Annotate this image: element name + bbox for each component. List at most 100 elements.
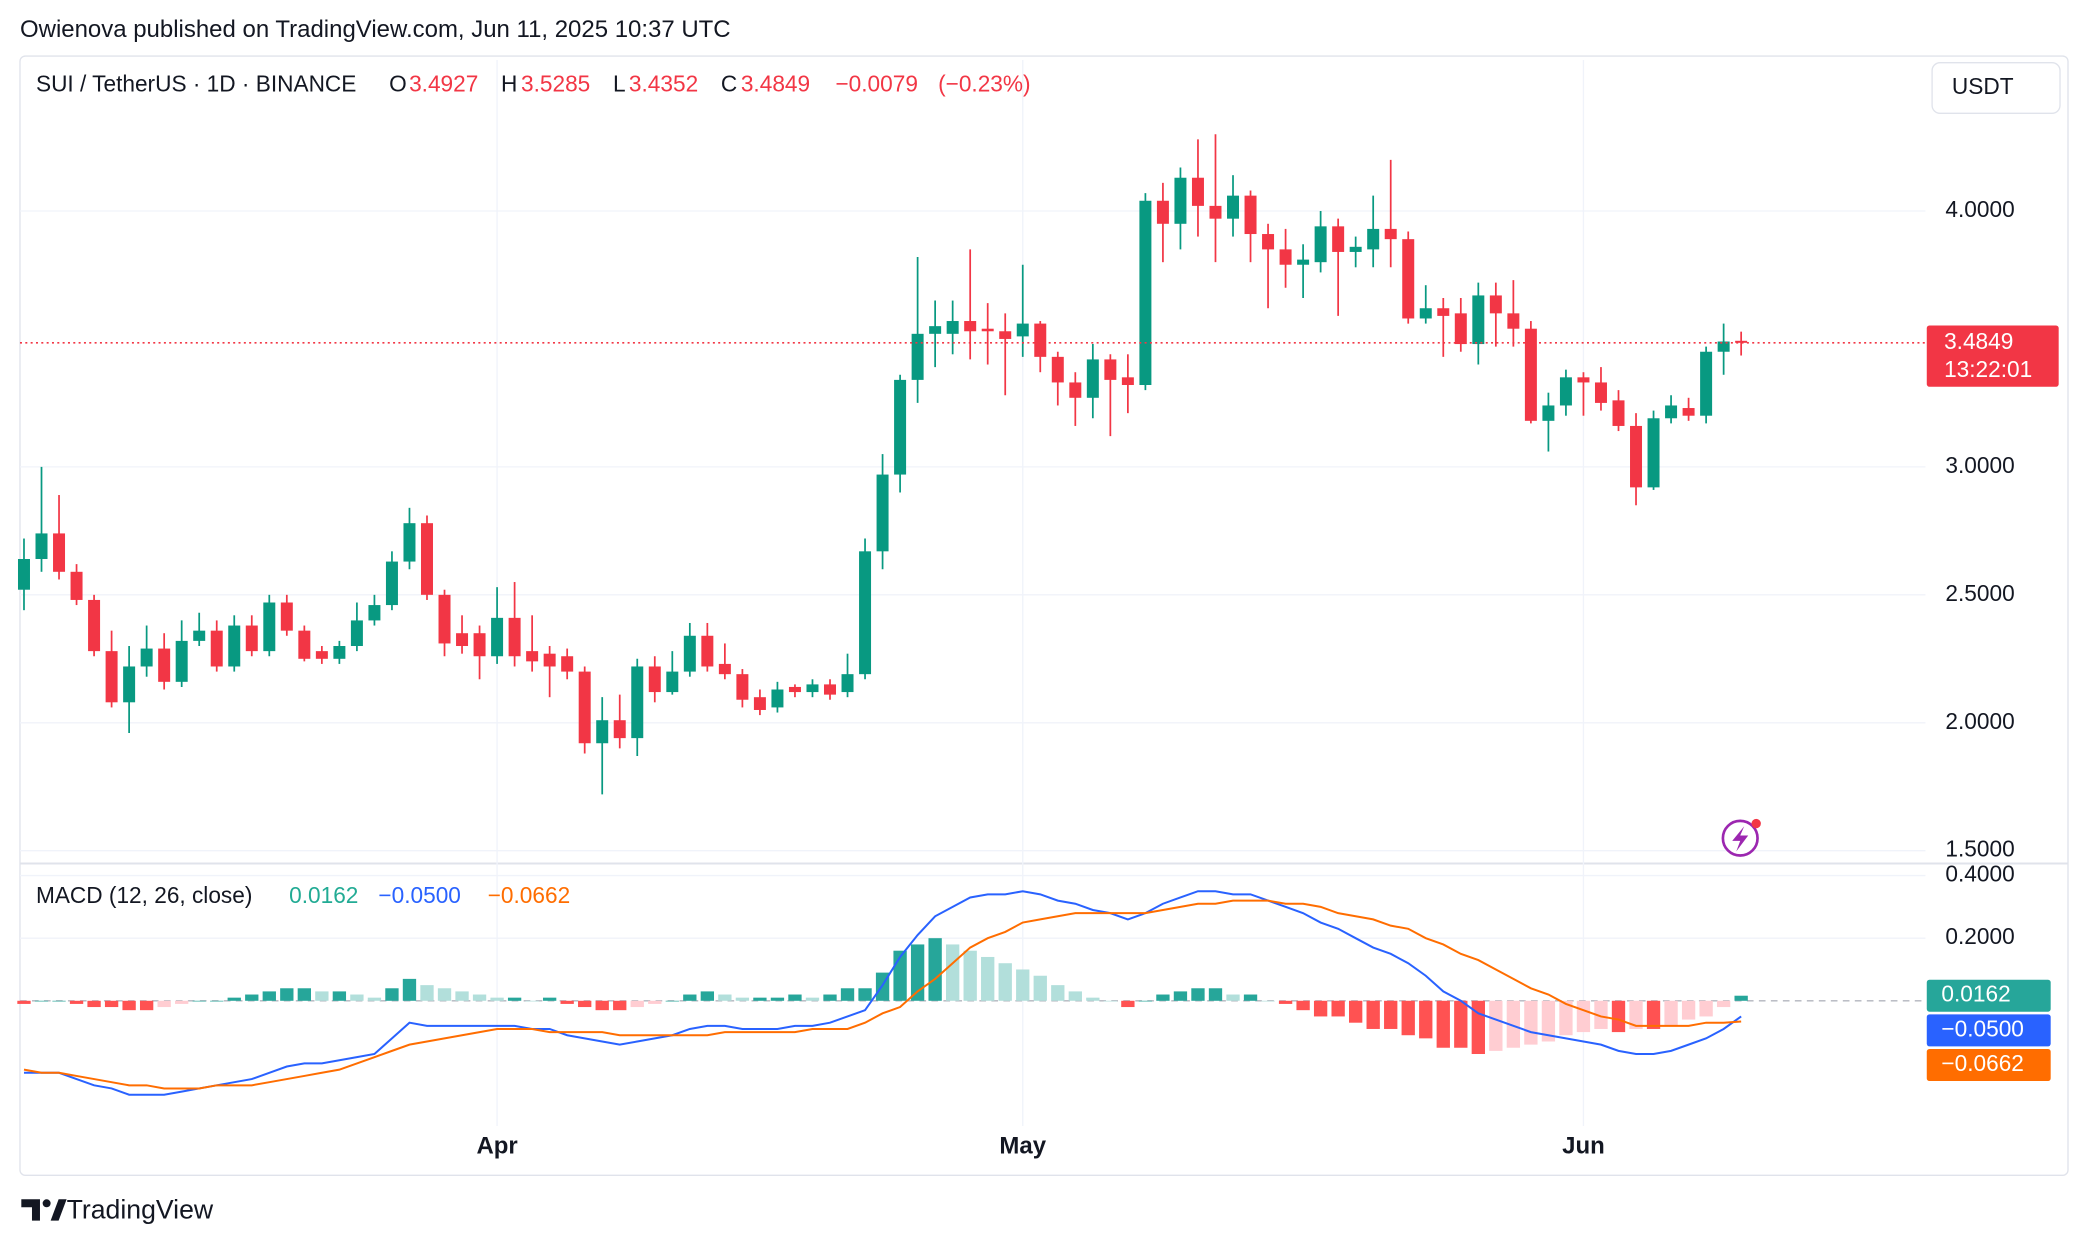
- histogram-bar: [1594, 1000, 1608, 1029]
- histogram-bar: [963, 950, 977, 1001]
- histogram-bar: [227, 997, 241, 1001]
- candle-body: [1156, 200, 1169, 224]
- histogram-bar: [823, 994, 837, 1001]
- histogram-bar: [1068, 991, 1082, 1001]
- candle-body: [788, 686, 801, 693]
- candle-body: [1191, 177, 1204, 206]
- histogram-bar: [87, 1000, 101, 1008]
- candle-body: [718, 663, 731, 675]
- candle-body: [1454, 313, 1467, 345]
- histogram-bar: [1349, 1000, 1363, 1023]
- chart-frame: [19, 55, 2069, 1176]
- marks-layer: [17, 134, 1748, 1096]
- brand-name: TradingView: [67, 1194, 214, 1224]
- candle-body: [1349, 246, 1362, 252]
- histogram-bar: [1576, 1000, 1591, 1033]
- brand-logo: [21, 1199, 67, 1221]
- x-tick-label: May: [999, 1133, 1046, 1160]
- histogram-bar: [104, 1000, 119, 1008]
- histogram-bar: [788, 994, 802, 1001]
- candle-body: [438, 594, 451, 644]
- candle-body: [929, 326, 942, 334]
- histogram-bar: [1016, 969, 1030, 1001]
- candle-body: [964, 321, 977, 332]
- candle-body: [543, 653, 556, 667]
- candle-body: [1384, 228, 1397, 240]
- histogram-bar: [420, 985, 434, 1001]
- logo-shape: [21, 1199, 40, 1221]
- histogram-bar: [1366, 1000, 1380, 1029]
- histogram-bar: [910, 944, 925, 1001]
- histogram-bar: [1559, 1000, 1573, 1036]
- histogram-bar: [840, 988, 855, 1001]
- currency-button[interactable]: [1931, 62, 2061, 114]
- histogram-bar: [1278, 1000, 1293, 1004]
- histogram-bar: [1226, 994, 1240, 1001]
- candle-body: [736, 674, 749, 700]
- histogram-bar: [770, 997, 785, 1001]
- histogram-bar: [367, 997, 382, 1001]
- candle-body: [578, 671, 591, 744]
- histogram-bar: [1734, 995, 1748, 1001]
- alert-icon[interactable]: [1721, 818, 1761, 857]
- ohlc-letter: O: [389, 70, 407, 96]
- candle-body: [368, 605, 381, 621]
- alert-icon-bolt[interactable]: [1732, 826, 1749, 852]
- candle-body: [35, 533, 48, 560]
- candle-body: [193, 630, 206, 641]
- candle-body: [1402, 239, 1415, 319]
- low-value: 3.4352: [629, 70, 698, 96]
- histogram-bar: [1138, 1000, 1153, 1002]
- candle-body: [1314, 226, 1327, 263]
- candle-body: [280, 602, 293, 631]
- candle-body: [1700, 351, 1713, 416]
- candle-body: [753, 697, 766, 710]
- candle-body: [824, 684, 836, 695]
- histogram-bar: [683, 994, 697, 1001]
- candle-body: [1279, 249, 1292, 265]
- candle-body: [70, 571, 83, 600]
- histogram-value-box: [1926, 979, 2051, 1012]
- candle-body: [806, 684, 819, 693]
- candle-body: [841, 674, 854, 693]
- histogram-bar: [1436, 1000, 1450, 1048]
- histogram-bar: [648, 1000, 662, 1004]
- candle-body: [859, 551, 872, 675]
- histogram-bar: [1611, 1000, 1626, 1033]
- histogram-bar: [998, 963, 1012, 1001]
- candle-body: [1244, 195, 1257, 235]
- candle-body: [420, 523, 433, 595]
- histogram-bar: [507, 997, 522, 1001]
- candle-body: [1262, 234, 1275, 250]
- y-tick-label: 0.4000: [1945, 861, 2014, 887]
- candle-body: [105, 651, 118, 703]
- histogram-bar: [262, 991, 276, 1001]
- candle-body: [1104, 359, 1117, 380]
- histogram-bar: [1173, 991, 1188, 1001]
- ohlc-letter: C: [721, 70, 737, 96]
- histogram-bar: [805, 997, 820, 1001]
- histogram-bar: [595, 1000, 609, 1011]
- y-tick-label: 2.5000: [1945, 580, 2014, 606]
- candle-body: [981, 328, 994, 332]
- histogram-bar: [122, 1000, 136, 1011]
- histogram-value-label: 0.0162: [1941, 981, 2010, 1007]
- histogram-bar: [1086, 997, 1100, 1001]
- candle-body: [1437, 308, 1450, 316]
- histogram-bar: [718, 994, 732, 1001]
- candle-body: [403, 523, 416, 562]
- histogram-bar: [1646, 1000, 1661, 1029]
- candle-body: [1086, 359, 1099, 398]
- countdown-label: 13:22:01: [1944, 356, 2032, 382]
- change-value: −0.0079: [835, 70, 917, 96]
- currency-label[interactable]: USDT: [1952, 73, 2014, 99]
- candle-body: [613, 720, 626, 739]
- histogram-bar: [1121, 1000, 1135, 1008]
- candle-body: [1139, 200, 1152, 386]
- candle-body: [1489, 295, 1502, 314]
- alert-icon-dot[interactable]: [1751, 818, 1761, 829]
- candle-body: [1542, 405, 1555, 421]
- histogram-bar: [1454, 1000, 1468, 1048]
- candle-body: [1121, 377, 1134, 386]
- histogram-bar: [753, 997, 767, 1001]
